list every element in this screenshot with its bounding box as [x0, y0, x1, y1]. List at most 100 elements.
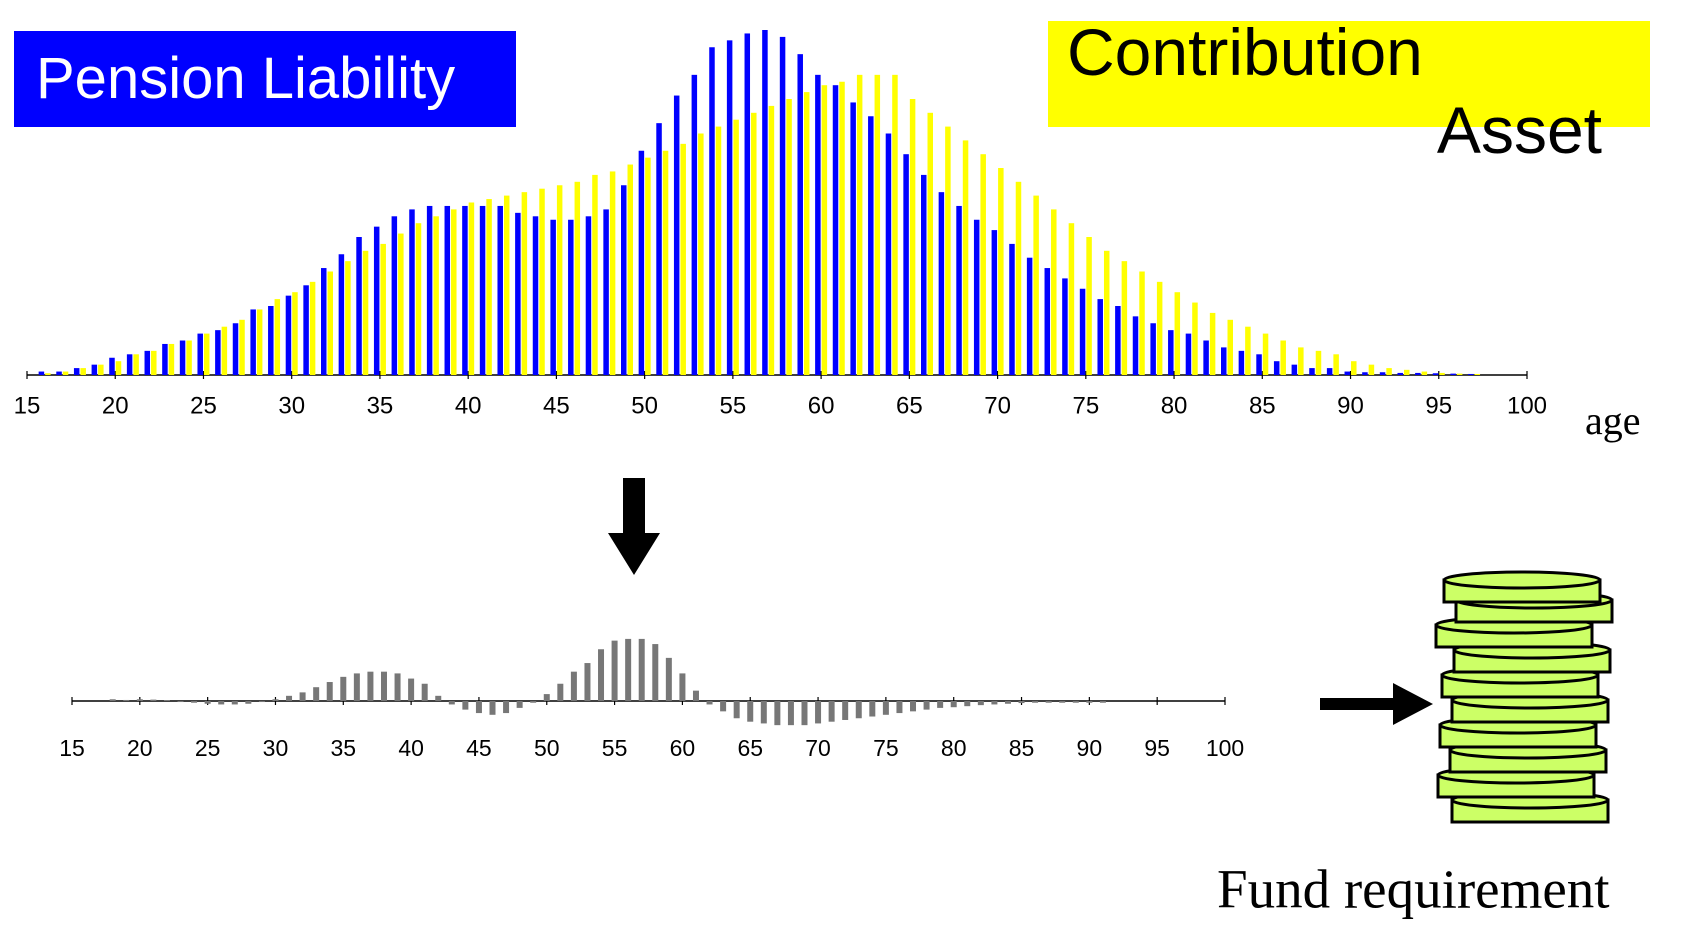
- bar: [123, 700, 129, 701]
- bar: [1005, 701, 1011, 704]
- bar: [395, 673, 401, 701]
- bar: [186, 341, 192, 376]
- bar: [886, 134, 892, 376]
- bar: [692, 75, 698, 375]
- bar: [1362, 372, 1368, 375]
- x-tick-label: 20: [127, 735, 153, 761]
- bar: [517, 701, 523, 708]
- bar: [1203, 341, 1209, 376]
- bar: [839, 82, 845, 375]
- bar: [327, 682, 333, 701]
- x-tick-label: 35: [330, 735, 356, 761]
- bar: [804, 92, 810, 375]
- bar: [868, 116, 874, 375]
- bar: [727, 40, 733, 375]
- bar: [1086, 237, 1092, 375]
- bar: [328, 272, 334, 376]
- bar: [197, 334, 203, 375]
- bar: [1422, 372, 1428, 375]
- bar: [693, 691, 699, 701]
- bar: [215, 330, 221, 375]
- bar: [978, 701, 984, 705]
- asset-legend: Contribution Asset: [1048, 21, 1650, 127]
- bar: [367, 672, 373, 701]
- bar: [1046, 701, 1052, 703]
- bar: [539, 189, 545, 375]
- bar: [896, 701, 902, 713]
- x-tick-label: 70: [984, 392, 1011, 419]
- bar: [1086, 701, 1092, 703]
- bar: [45, 373, 51, 375]
- bar: [734, 701, 740, 718]
- bar: [1369, 365, 1375, 375]
- x-tick-label: 100: [1206, 735, 1244, 761]
- bar: [639, 639, 645, 701]
- bar: [480, 206, 486, 375]
- bar: [928, 113, 934, 375]
- bar: [408, 679, 414, 701]
- bar: [780, 37, 786, 375]
- bar: [716, 127, 722, 375]
- x-tick-label: 55: [720, 392, 747, 419]
- coin-stack: [1436, 572, 1612, 822]
- bar: [204, 334, 210, 375]
- bar: [363, 251, 369, 375]
- bar: [910, 701, 916, 711]
- bar: [449, 701, 455, 704]
- coin-top: [1444, 572, 1600, 588]
- bar: [275, 299, 281, 375]
- bar: [1051, 209, 1057, 375]
- bar: [462, 701, 468, 710]
- bar: [300, 692, 306, 701]
- bar: [522, 192, 528, 375]
- bar: [1157, 282, 1163, 375]
- bar: [850, 102, 856, 375]
- bar: [92, 365, 98, 375]
- bar: [259, 701, 265, 702]
- bar: [56, 372, 62, 375]
- bar: [250, 309, 256, 375]
- bar: [427, 206, 433, 375]
- bar: [991, 701, 997, 704]
- bar: [191, 701, 197, 703]
- x-tick-label: 50: [534, 735, 560, 761]
- x-tick-label: 60: [670, 735, 696, 761]
- bar: [1256, 354, 1262, 375]
- bar: [169, 344, 175, 375]
- bar: [679, 673, 685, 701]
- bar: [180, 341, 186, 376]
- bar: [1168, 330, 1174, 375]
- bar: [1016, 182, 1022, 375]
- bar: [586, 216, 592, 375]
- bar: [286, 296, 292, 375]
- bar: [964, 701, 970, 706]
- bar: [268, 306, 274, 375]
- bar: [1019, 701, 1025, 703]
- bar: [1073, 701, 1079, 703]
- bar: [875, 75, 881, 375]
- bar: [354, 673, 360, 701]
- x-tick-label: 70: [805, 735, 831, 761]
- bar: [822, 85, 828, 375]
- bar: [1062, 278, 1068, 375]
- bar: [433, 216, 439, 375]
- bar: [292, 292, 298, 375]
- x-tick-label: 100: [1507, 392, 1547, 419]
- bar: [445, 206, 451, 375]
- bar: [1404, 370, 1410, 375]
- bar: [451, 209, 457, 375]
- bar: [1175, 292, 1181, 375]
- page: age Fund requirement 1520253035404550556…: [0, 0, 1686, 931]
- bar: [1380, 372, 1386, 375]
- bar: [313, 687, 319, 701]
- bar: [392, 216, 398, 375]
- bar: [833, 85, 839, 375]
- x-tick-label: 25: [190, 392, 217, 419]
- bar: [1316, 351, 1322, 375]
- x-tick-label: 40: [398, 735, 424, 761]
- bar: [998, 168, 1004, 375]
- bar: [992, 230, 998, 375]
- bar: [150, 700, 156, 701]
- bar: [218, 701, 224, 704]
- bar: [937, 701, 943, 708]
